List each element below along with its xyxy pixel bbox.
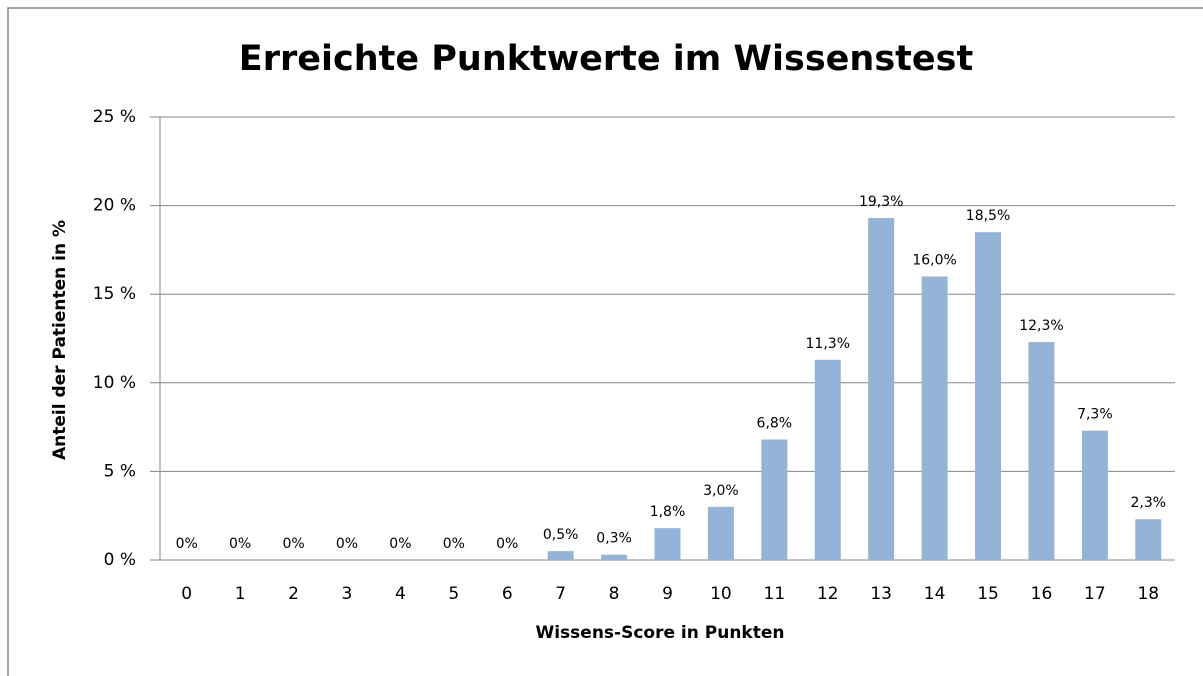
x-tick-label: 6: [502, 584, 513, 604]
y-tick-label: 5 %: [104, 461, 136, 481]
x-tick-label: 1: [235, 584, 246, 604]
x-tick-label: 3: [342, 584, 353, 604]
x-tick-label: 4: [395, 584, 406, 604]
y-tick-label: 25 %: [93, 107, 136, 127]
value-label: 16,0%: [912, 252, 956, 268]
x-tick-label: 17: [1084, 584, 1106, 604]
x-tick-label: 15: [977, 584, 999, 604]
x-tick-label: 9: [662, 584, 673, 604]
bar: [868, 218, 895, 560]
value-label: 0%: [389, 536, 411, 552]
value-label: 0%: [282, 536, 304, 552]
value-label: 6,8%: [757, 416, 793, 432]
bar: [975, 232, 1002, 560]
x-axis-label: Wissens-Score in Punkten: [535, 623, 784, 643]
x-tick-label: 16: [1031, 584, 1053, 604]
x-tick-label: 7: [555, 584, 566, 604]
bar: [921, 276, 948, 560]
bar: [1081, 430, 1108, 560]
value-label: 0%: [336, 536, 358, 552]
value-label: 0,5%: [543, 527, 579, 543]
value-label: 18,5%: [966, 208, 1010, 224]
x-tick-label: 13: [870, 584, 892, 604]
y-axis-label: Anteil der Patienten in %: [50, 220, 70, 460]
x-tick-label: 5: [448, 584, 459, 604]
x-tick-label: 12: [817, 584, 839, 604]
chart-title: Erreichte Punktwerte im Wissenstest: [239, 39, 973, 79]
x-tick-label: 14: [924, 584, 946, 604]
value-label: 0,3%: [596, 531, 632, 547]
value-label: 0%: [496, 536, 518, 552]
y-tick-label: 0 %: [104, 550, 136, 570]
x-tick-label: 0: [181, 584, 192, 604]
bar: [1135, 519, 1162, 560]
value-label: 0%: [229, 536, 251, 552]
bar: [814, 359, 841, 560]
value-label: 19,3%: [859, 194, 903, 210]
bar: [654, 528, 681, 560]
x-tick-label: 8: [609, 584, 620, 604]
y-tick-label: 20 %: [93, 196, 136, 216]
x-tick-label: 10: [710, 584, 732, 604]
value-label: 2,3%: [1131, 495, 1167, 511]
y-tick-label: 10 %: [93, 373, 136, 393]
bar: [547, 551, 574, 560]
value-label: 3,0%: [703, 483, 739, 499]
value-label: 0%: [443, 536, 465, 552]
bar: [1028, 342, 1055, 560]
chart-border: [7, 7, 1203, 676]
bar: [707, 506, 734, 560]
x-tick-label: 11: [764, 584, 786, 604]
value-label: 1,8%: [650, 504, 686, 520]
value-label: 12,3%: [1019, 318, 1063, 334]
x-tick-label: 18: [1137, 584, 1159, 604]
bar: [601, 554, 628, 560]
x-tick-label: 2: [288, 584, 299, 604]
y-tick-label: 15 %: [93, 284, 136, 304]
value-label: 7,3%: [1077, 407, 1113, 423]
value-label: 0%: [176, 536, 198, 552]
value-label: 11,3%: [806, 336, 850, 352]
bar: [761, 439, 788, 560]
